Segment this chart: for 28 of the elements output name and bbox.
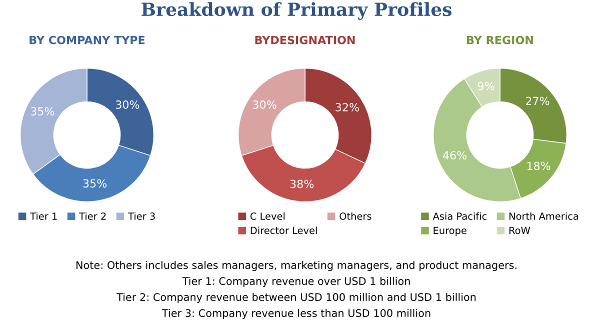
- chart-title: BY COMPANY TYPE: [30, 36, 145, 44]
- data-label: 30%: [253, 100, 276, 109]
- data-label: 38%: [290, 180, 314, 188]
- data-label: 27%: [526, 96, 550, 106]
- data-label: 18%: [527, 162, 550, 170]
- text: Note: Others includes sales managers, marketing managers, and product managers.: [76, 260, 516, 272]
- legend-label: C Level: [250, 212, 285, 220]
- chart-title: BY REGION: [467, 36, 533, 44]
- data-label: 30%: [116, 100, 140, 109]
- legend-label: Director Level: [250, 226, 317, 234]
- legend-label: Others: [340, 212, 372, 220]
- chart-title: BYDESIGNATION: [255, 36, 355, 44]
- legend-label: Tier 3: [128, 212, 155, 220]
- data-label: 35%: [30, 107, 54, 116]
- legend-label: North America: [509, 212, 578, 220]
- data-label: 46%: [442, 151, 466, 160]
- text: Tier 3: Company revenue less than USD 100 million: [162, 308, 430, 320]
- text: Tier 2: Company revenue between USD 100 million and USD 1 billion: [116, 292, 476, 304]
- legend-label: RoW: [509, 226, 530, 234]
- legend-label: Europe: [434, 226, 466, 236]
- data-label: 35%: [83, 179, 107, 188]
- legend-label: Tier 2: [79, 212, 106, 220]
- data-label: 9%: [478, 82, 494, 90]
- text: Breakdown of Primary Profiles: [142, 2, 452, 20]
- legend-label: Tier 1: [30, 212, 57, 220]
- legend-label: Asia Pacific: [432, 212, 487, 220]
- text: Tier 1: Company revenue over USD 1 billion: [182, 276, 410, 288]
- data-label: 32%: [336, 103, 359, 112]
